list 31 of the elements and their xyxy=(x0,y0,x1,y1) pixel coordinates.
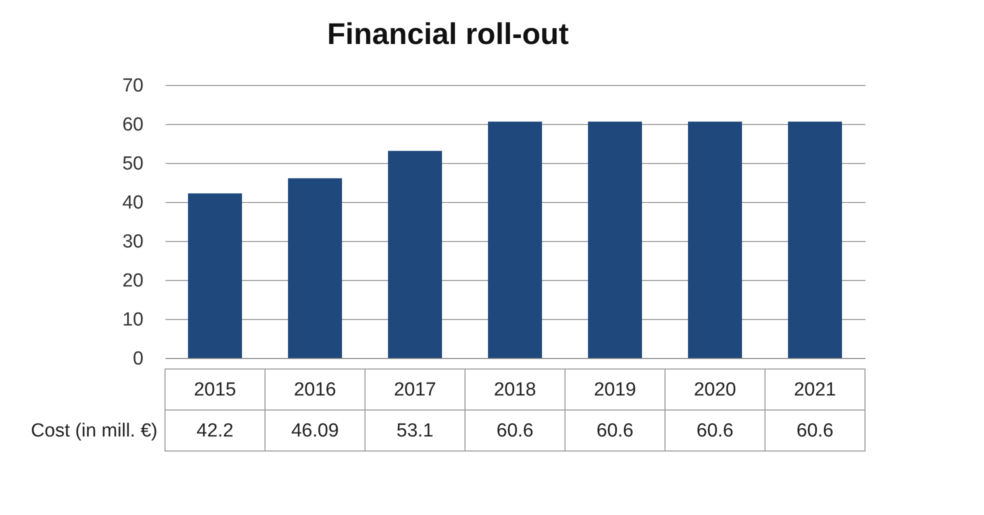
bar xyxy=(688,122,742,358)
data-label: 60.6 xyxy=(496,420,534,442)
data-label: 60.6 xyxy=(796,420,834,442)
x-tick-label: 2017 xyxy=(394,380,436,400)
data-label: 60.6 xyxy=(696,420,734,442)
data-label: 46.09 xyxy=(291,420,339,442)
bar xyxy=(588,122,642,358)
y-tick-label: 0 xyxy=(132,348,144,370)
y-tick-label: 10 xyxy=(122,310,144,330)
y-tick-label: 20 xyxy=(122,270,144,292)
data-label: 42.2 xyxy=(196,420,234,442)
bar xyxy=(288,178,342,358)
y-tick-label: 30 xyxy=(122,232,144,252)
x-tick-label: 2015 xyxy=(194,380,236,400)
y-tick-label: 70 xyxy=(122,76,144,96)
bar xyxy=(788,122,842,358)
bar xyxy=(488,122,542,358)
y-tick-label: 50 xyxy=(122,154,144,174)
bar xyxy=(188,193,242,358)
bar xyxy=(388,150,442,358)
x-tick-label: 2018 xyxy=(494,380,536,400)
x-tick-label: 2020 xyxy=(694,380,736,400)
data-label: 53.1 xyxy=(396,420,434,442)
data-label: 60.6 xyxy=(596,420,634,442)
y-tick-label: 60 xyxy=(122,114,144,136)
x-tick-label: 2019 xyxy=(594,380,636,400)
text: Cost (in mill. €) xyxy=(30,420,158,442)
chart-title: Financial roll-out xyxy=(327,18,569,51)
x-tick-label: 2016 xyxy=(294,380,336,400)
x-tick-label: 2021 xyxy=(794,380,836,400)
y-tick-label: 40 xyxy=(122,192,144,214)
